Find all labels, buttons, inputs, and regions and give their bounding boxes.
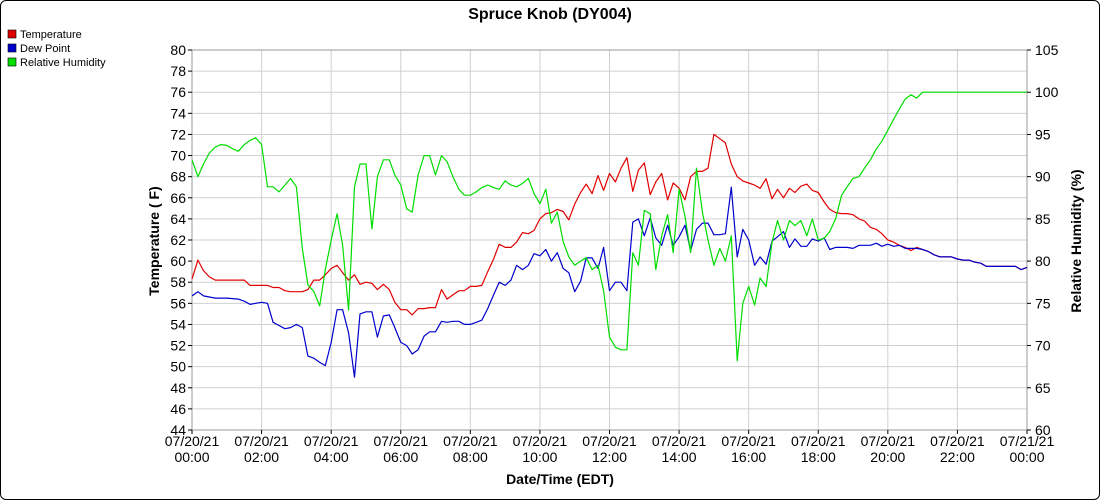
y-right-tick-label: 65 — [1035, 380, 1051, 396]
y-left-tick-label: 70 — [170, 148, 186, 164]
y-left-tick-label: 72 — [170, 126, 186, 142]
x-tick-time: 10:00 — [522, 449, 557, 465]
y-right-axis: 60 65 70 75 80 85 90 95 100 105 — [1027, 42, 1059, 438]
x-tick-date: 07/20/21 — [721, 433, 776, 449]
y-left-tick-label: 80 — [170, 42, 186, 58]
dew-point-line — [191, 186, 1028, 378]
y-right-tick-label: 85 — [1035, 211, 1051, 227]
legend: Temperature Dew Point Relative Humidity — [7, 29, 106, 69]
y-right-tick-label: 60 — [1035, 422, 1051, 438]
x-tick-time: 02:00 — [244, 449, 279, 465]
temperature-legend-swatch — [7, 29, 17, 39]
y-left-tick-label: 52 — [170, 338, 186, 354]
chart-title: Spruce Knob (DY004) — [468, 6, 632, 23]
y-right-tick-label: 100 — [1035, 84, 1059, 100]
series-lines — [191, 91, 1028, 378]
x-tick-time: 14:00 — [662, 449, 697, 465]
relative-humidity-legend-swatch — [7, 57, 17, 67]
x-tick-date: 07/20/21 — [234, 433, 289, 449]
y-left-tick-label: 62 — [170, 232, 186, 248]
y-left-tick-label: 44 — [170, 422, 186, 438]
x-tick-time: 00:00 — [1009, 449, 1044, 465]
x-tick-time: 06:00 — [383, 449, 418, 465]
x-tick-date: 07/20/21 — [443, 433, 498, 449]
y-left-tick-label: 48 — [170, 380, 186, 396]
y-right-tick-label: 70 — [1035, 338, 1051, 354]
y-right-axis-label: Relative Humidity (%) — [1068, 169, 1084, 312]
dew-point-legend-swatch — [7, 43, 17, 53]
grid — [191, 49, 1028, 431]
y-left-axis: 44 46 48 50 52 54 56 58 60 62 64 66 68 70 72 74 76 78 80 — [170, 42, 192, 438]
y-right-tick-label: 75 — [1035, 295, 1051, 311]
y-left-tick-label: 64 — [170, 211, 186, 227]
y-left-tick-label: 68 — [170, 169, 186, 185]
y-right-tick-label: 105 — [1035, 42, 1059, 58]
x-tick-date: 07/20/21 — [930, 433, 985, 449]
x-tick-date: 07/21/21 — [1000, 433, 1055, 449]
y-left-axis-label: Temperature ( F) — [146, 186, 162, 295]
relative-humidity-legend-label: Relative Humidity — [20, 57, 106, 69]
x-tick-date: 07/20/21 — [374, 433, 429, 449]
y-right-tick-label: 80 — [1035, 253, 1051, 269]
y-left-tick-label: 66 — [170, 190, 186, 206]
x-tick-date: 07/20/21 — [861, 433, 916, 449]
x-tick-date: 07/20/21 — [513, 433, 568, 449]
x-axis: 07/20/2100:0007/20/2102:0007/20/2104:000… — [165, 430, 1055, 465]
relative-humidity-line — [191, 91, 1027, 362]
y-left-tick-label: 56 — [170, 295, 186, 311]
y-left-tick-label: 74 — [170, 105, 186, 121]
x-axis-label: Date/Time (EDT) — [506, 471, 614, 487]
y-right-tick-label: 90 — [1035, 169, 1051, 185]
y-left-tick-label: 46 — [170, 401, 186, 417]
x-tick-time: 18:00 — [801, 449, 836, 465]
y-left-tick-label: 58 — [170, 274, 186, 290]
x-tick-time: 20:00 — [870, 449, 905, 465]
x-tick-time: 12:00 — [592, 449, 627, 465]
y-left-tick-label: 60 — [170, 253, 186, 269]
temperature-legend-label: Temperature — [20, 29, 82, 41]
x-tick-time: 08:00 — [453, 449, 488, 465]
y-left-tick-label: 50 — [170, 359, 186, 375]
x-tick-date: 07/20/21 — [304, 433, 359, 449]
y-left-tick-label: 76 — [170, 84, 186, 100]
x-tick-time: 16:00 — [731, 449, 766, 465]
y-left-tick-label: 78 — [170, 63, 186, 79]
x-tick-time: 00:00 — [174, 449, 209, 465]
y-left-tick-label: 54 — [170, 316, 186, 332]
x-tick-time: 04:00 — [314, 449, 349, 465]
y-right-tick-label: 95 — [1035, 126, 1051, 142]
x-tick-time: 22:00 — [940, 449, 975, 465]
dew-point-legend-label: Dew Point — [20, 43, 70, 55]
x-tick-date: 07/20/21 — [652, 433, 707, 449]
x-tick-date: 07/20/21 — [791, 433, 846, 449]
x-tick-date: 07/20/21 — [582, 433, 637, 449]
x-tick-date: 07/20/21 — [165, 433, 220, 449]
